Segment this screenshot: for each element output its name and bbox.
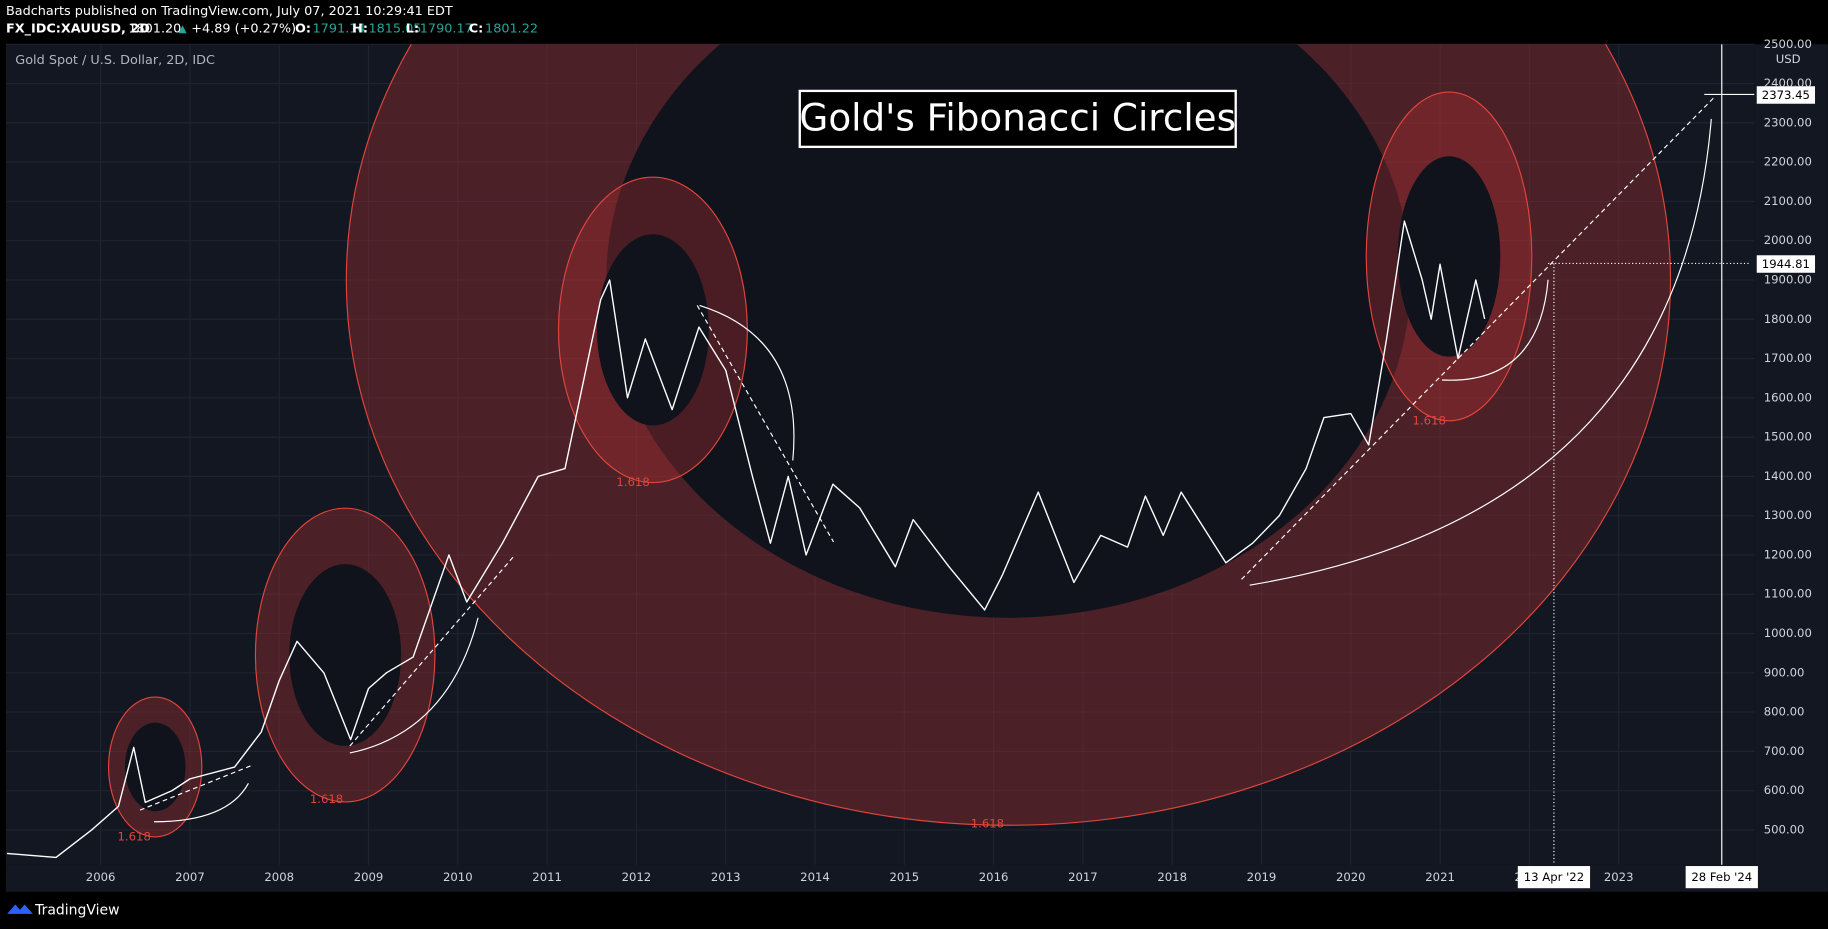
y-tick-label: 800.00 — [1764, 705, 1805, 719]
change: +4.89 (+0.27%) — [191, 22, 296, 37]
y-tick-label: 2400.00 — [1764, 76, 1812, 90]
unit-label: USD — [1776, 52, 1801, 66]
price-label-box — [1756, 86, 1816, 104]
chart-title: Gold's Fibonacci Circles — [799, 96, 1236, 140]
x-tick-label: 2023 — [1604, 870, 1634, 884]
fib-label: 1.618 — [118, 829, 151, 843]
x-tick-label: 2014 — [800, 870, 830, 884]
x-tick-label: 2015 — [889, 870, 919, 884]
x-tick-label: 2006 — [86, 870, 116, 884]
high: 1815.05 — [368, 22, 421, 37]
x-tick-label: 2017 — [1068, 870, 1098, 884]
o-label: O: — [295, 22, 311, 37]
fib-circle-inner — [596, 234, 709, 426]
brand: TradingView — [34, 902, 119, 918]
x-tick-label: 2010 — [443, 870, 473, 884]
y-tick-label: 600.00 — [1764, 783, 1805, 797]
l-label: L: — [406, 22, 419, 37]
fib-circle-inner — [1397, 156, 1501, 357]
x-tick-label: 2019 — [1247, 870, 1277, 884]
publisher: Badcharts published on TradingView.com, … — [6, 4, 453, 19]
x-tick-label: 2018 — [1157, 870, 1187, 884]
low: 1790.17 — [420, 22, 473, 37]
x-tick-label: 2011 — [532, 870, 562, 884]
price-label: 1944.81 — [1762, 257, 1810, 271]
fib-label: 1.618 — [971, 817, 1004, 831]
x-tick-label: 2009 — [354, 870, 384, 884]
x-tick-label: 2021 — [1425, 870, 1455, 884]
price-label: 2373.45 — [1762, 88, 1810, 102]
fib-label: 1.618 — [310, 792, 343, 806]
date-label-box — [1685, 866, 1758, 889]
date-label: 13 Apr '22 — [1524, 870, 1584, 884]
y-tick-label: 700.00 — [1764, 744, 1805, 758]
y-tick-label: 1100.00 — [1764, 587, 1812, 601]
logo — [7, 904, 33, 914]
y-tick-label: 900.00 — [1764, 665, 1805, 679]
y-tick-label: 1400.00 — [1764, 469, 1812, 483]
y-tick-label: 1900.00 — [1764, 272, 1812, 286]
y-tick-label: 1500.00 — [1764, 430, 1812, 444]
symbol: FX_IDC:XAUUSD, 2D — [6, 22, 150, 37]
fib-circle-inner — [606, 44, 1411, 618]
h-label: H: — [352, 22, 368, 37]
fib-circle-inner — [124, 722, 186, 812]
last-price: 1801.20 — [128, 22, 181, 37]
y-tick-label: 1800.00 — [1764, 312, 1812, 326]
trend-lines — [139, 97, 1715, 811]
x-tick-label: 2013 — [711, 870, 741, 884]
y-tick-label: 1000.00 — [1764, 626, 1812, 640]
y-tick-label: 2500.00 — [1764, 37, 1812, 51]
ohlc: FX_IDC:XAUUSD, 2D 1801.20 ▲ +4.89 (+0.27… — [6, 22, 538, 37]
fib-circle-inner — [289, 564, 402, 746]
y-tick-label: 2100.00 — [1764, 194, 1812, 208]
y-tick-label: 1600.00 — [1764, 390, 1812, 404]
price-label-box — [1756, 255, 1816, 273]
drawings — [107, 44, 1755, 865]
x-tick-label: 2007 — [175, 870, 205, 884]
fib-label: 1.618 — [1413, 413, 1446, 427]
x-tick-label: 2020 — [1336, 870, 1366, 884]
date-label: 28 Feb '24 — [1691, 870, 1752, 884]
y-tick-label: 2200.00 — [1764, 155, 1812, 169]
y-tick-label: 500.00 — [1764, 822, 1805, 836]
y-tick-label: 2300.00 — [1764, 115, 1812, 129]
y-tick-label: 1700.00 — [1764, 351, 1812, 365]
price-line — [6, 220, 1486, 859]
y-tick-label: 2000.00 — [1764, 233, 1812, 247]
open: 1791.14 — [313, 22, 366, 37]
series — [6, 220, 1486, 859]
annotations: 1.618 1.618 1.618 1.618 1.618 — [118, 413, 1446, 843]
c-label: C: — [469, 22, 484, 37]
time-axis — [5, 864, 1755, 892]
x-tick-label: 2008 — [264, 870, 294, 884]
y-tick-label: 1300.00 — [1764, 508, 1812, 522]
y-tick-label: 1200.00 — [1764, 547, 1812, 561]
chart-subtitle: Gold Spot / U.S. Dollar, 2D, IDC — [15, 53, 215, 68]
price-axis — [1754, 44, 1828, 892]
close: 1801.22 — [485, 22, 538, 37]
title-box — [798, 89, 1237, 149]
fib-label: 1.618 — [616, 475, 649, 489]
date-label-box — [1517, 866, 1591, 889]
x-tick-label: 2012 — [622, 870, 652, 884]
arrow: ▲ — [178, 23, 187, 35]
x-tick-label: 2016 — [979, 870, 1009, 884]
arrows — [154, 44, 1755, 865]
